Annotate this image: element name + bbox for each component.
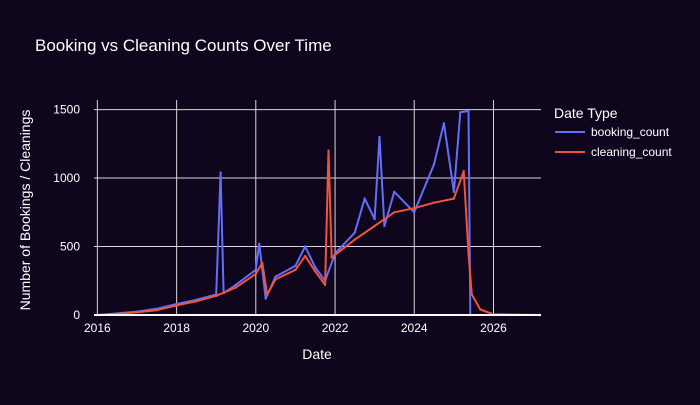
data-point	[432, 201, 436, 204]
legend-item-booking-count[interactable]: booking_count	[555, 125, 670, 139]
axis-layer: 2016 2018 2020 2022 2024 2026 0 500 1000 1500	[53, 103, 541, 335]
data-point	[373, 224, 376, 228]
data-point	[452, 197, 456, 200]
data-point	[442, 122, 446, 125]
series-line	[97, 149, 540, 316]
series-line	[97, 110, 540, 316]
plot-area	[94, 100, 541, 315]
data-point	[155, 309, 158, 312]
data-point	[459, 111, 462, 114]
data-point	[304, 254, 307, 258]
data-point	[330, 256, 333, 259]
x-tick-label: 2018	[163, 321, 190, 335]
data-point	[373, 217, 376, 221]
y-tick-label: 1500	[53, 103, 80, 117]
data-point	[266, 293, 269, 296]
data-point	[294, 268, 297, 271]
y-tick-label: 1000	[53, 171, 80, 185]
data-point	[393, 211, 396, 214]
data-point	[313, 270, 317, 273]
data-point	[313, 265, 317, 269]
x-tick-label: 2024	[401, 321, 428, 335]
data-point	[274, 275, 277, 278]
data-point	[135, 311, 139, 314]
data-point	[323, 283, 327, 287]
legend-label-cleaning-count: cleaning_count	[591, 145, 672, 159]
legend[interactable]: Date Type booking_count cleaning_count	[554, 105, 672, 159]
data-point	[479, 308, 482, 311]
data-point	[274, 278, 277, 281]
x-axis-label: Date	[302, 346, 332, 362]
x-tick-label: 2020	[242, 321, 269, 335]
data-point	[254, 268, 257, 271]
data-point	[258, 242, 261, 245]
data-point	[195, 300, 198, 303]
data-point	[175, 304, 178, 307]
legend-label-booking-count: booking_count	[591, 125, 670, 139]
data-point	[261, 261, 264, 265]
data-point	[294, 264, 297, 267]
legend-item-cleaning-count[interactable]: cleaning_count	[555, 145, 672, 159]
y-tick-label: 0	[73, 308, 80, 322]
data-point	[215, 294, 218, 297]
data-point	[353, 231, 356, 234]
y-tick-label: 500	[60, 240, 80, 254]
data-point	[452, 190, 456, 193]
data-point	[353, 238, 356, 241]
data-point	[432, 163, 436, 166]
x-tick-label: 2016	[84, 321, 111, 335]
chart-title: Booking vs Cleaning Counts Over Time	[35, 36, 332, 55]
data-point	[363, 197, 366, 200]
data-point	[467, 252, 470, 255]
x-tick-label: 2022	[322, 321, 349, 335]
data-point	[219, 171, 222, 174]
data-point	[383, 224, 386, 228]
data-point	[413, 211, 416, 214]
x-tick-label: 2026	[480, 321, 507, 335]
y-axis-label: Number of Bookings / Cleanings	[17, 110, 33, 311]
data-point	[234, 283, 237, 287]
data-point	[254, 272, 257, 276]
data-point	[413, 207, 416, 210]
data-point	[304, 245, 307, 248]
legend-title: Date Type	[554, 105, 618, 121]
data-point	[467, 109, 470, 113]
data-point	[462, 170, 465, 173]
data-point	[264, 297, 267, 300]
series-booking-count	[96, 109, 541, 317]
data-point	[378, 135, 381, 139]
data-point	[234, 286, 237, 289]
data-point	[327, 149, 330, 152]
data-point	[393, 190, 396, 193]
data-point	[470, 293, 473, 296]
